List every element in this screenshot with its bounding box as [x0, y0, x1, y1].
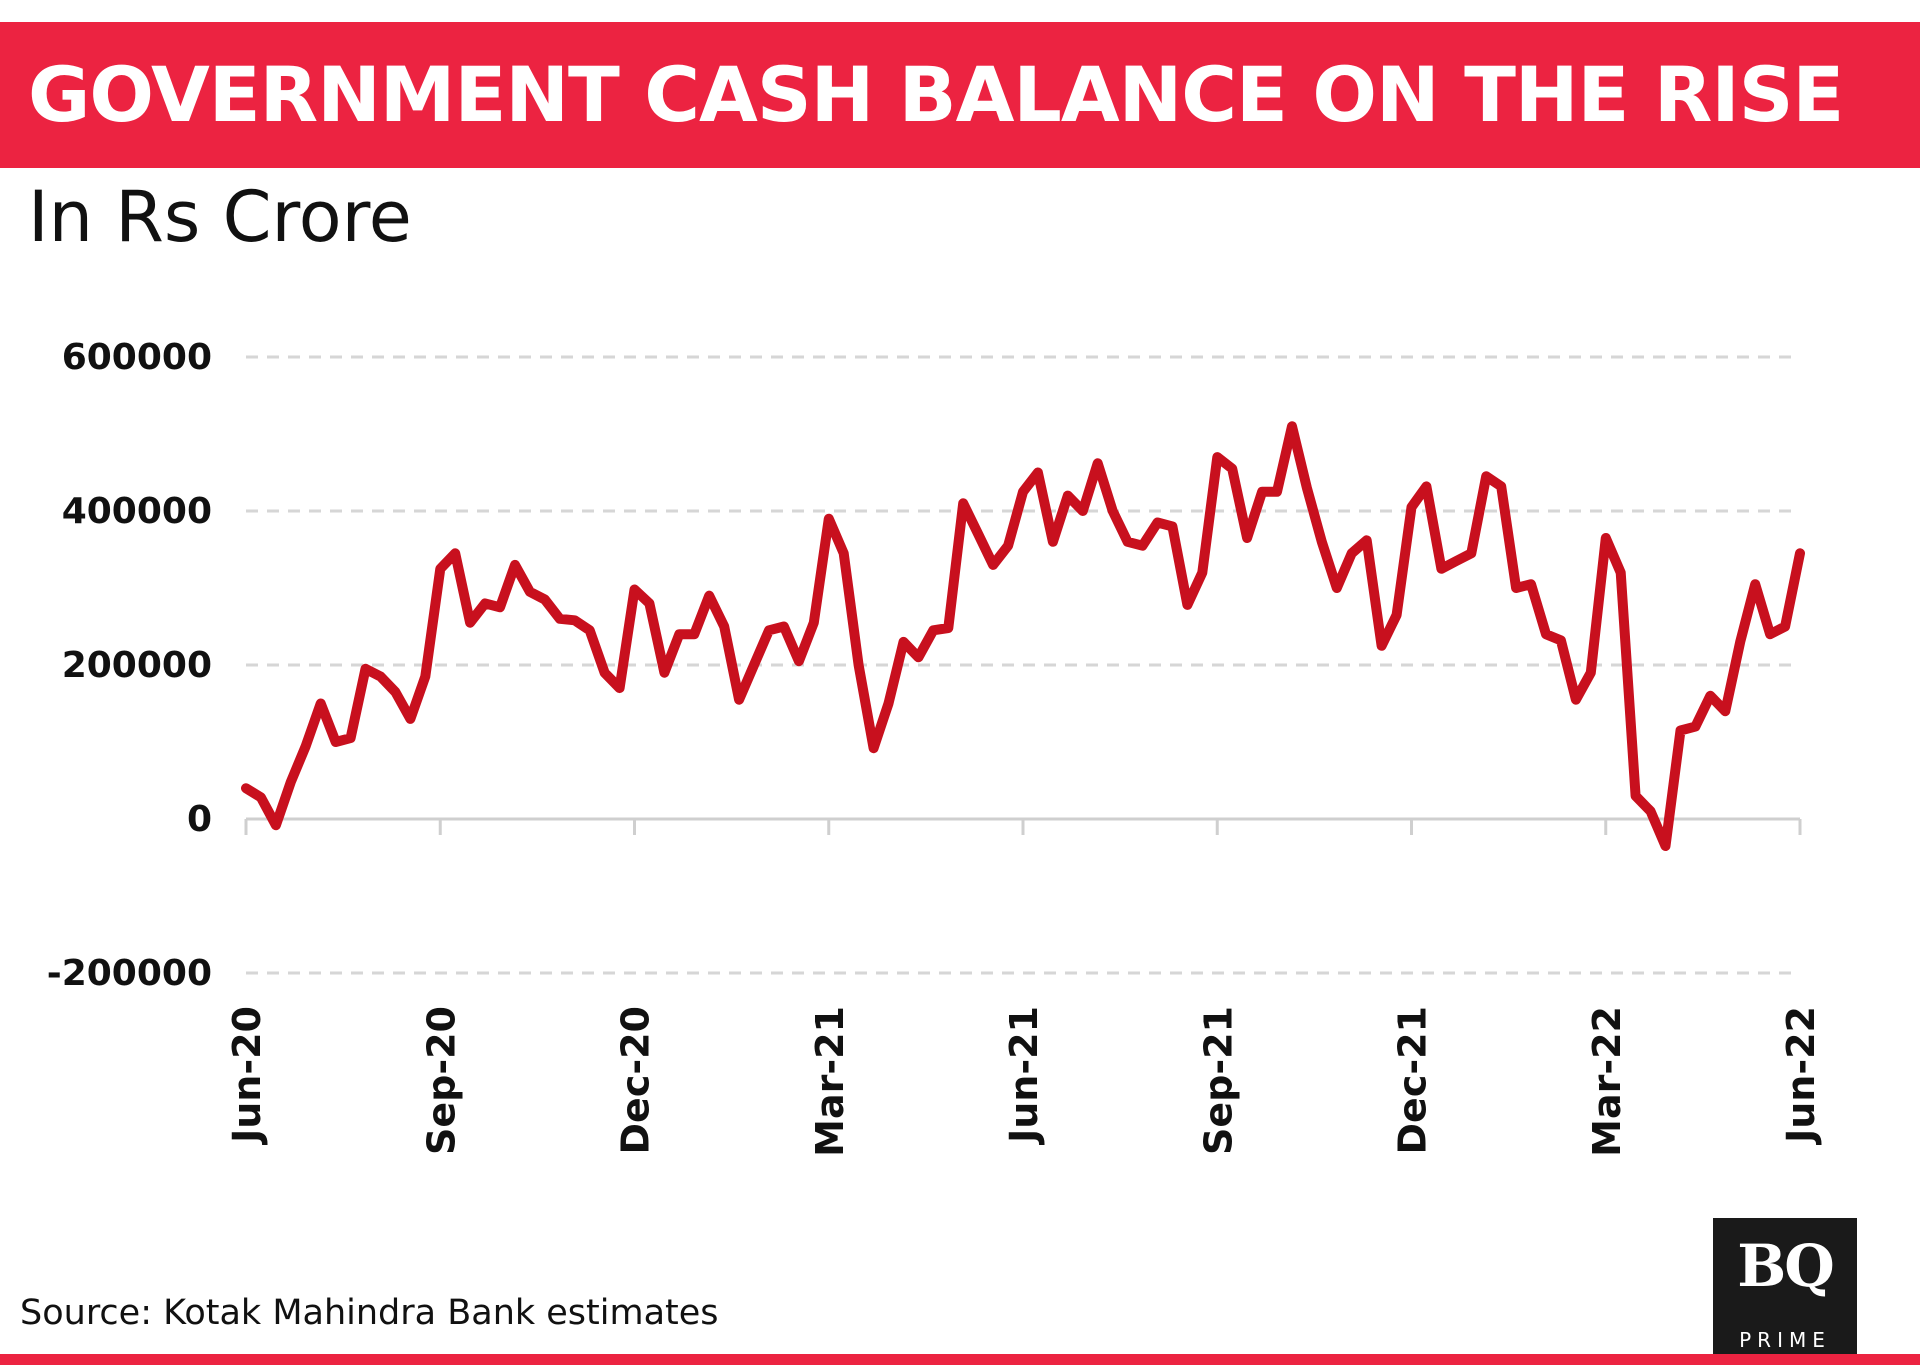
- x-tick-label: Jun-21: [1002, 1006, 1046, 1146]
- x-tick-label: Jun-20: [225, 1006, 269, 1146]
- x-tick-label: Mar-21: [808, 1006, 852, 1157]
- y-tick-label: 200000: [62, 645, 212, 686]
- logo-mark: BQ: [1737, 1232, 1835, 1300]
- chart-title: GOVERNMENT CASH BALANCE ON THE RISE: [28, 50, 1844, 139]
- x-tick-label: Sep-21: [1196, 1006, 1240, 1155]
- bq-prime-logo: BQ PRIME: [1713, 1218, 1857, 1365]
- y-axis-ticks: 600000 400000 200000 0 -200000: [47, 337, 212, 994]
- x-axis: [244, 817, 1802, 835]
- source-note: Source: Kotak Mahindra Bank estimates: [20, 1293, 719, 1333]
- x-tick-label: Dec-20: [614, 1006, 658, 1155]
- chart-subtitle: In Rs Crore: [28, 176, 412, 258]
- title-bar: [0, 22, 1920, 168]
- y-tick-label: 0: [187, 799, 212, 840]
- bottom-bar: [0, 1354, 1920, 1365]
- y-tick-label: 400000: [62, 491, 212, 532]
- logo-word: PRIME: [1739, 1328, 1831, 1352]
- y-tick-label: -200000: [47, 953, 212, 994]
- x-tick-label: Dec-21: [1391, 1006, 1435, 1155]
- series-layer: [241, 421, 1805, 851]
- series-line-cash-balance: [241, 421, 1805, 851]
- x-tick-label: Mar-22: [1585, 1006, 1629, 1157]
- x-tick-label: Sep-20: [419, 1006, 463, 1155]
- x-tick-label: Jun-22: [1779, 1006, 1823, 1146]
- y-tick-label: 600000: [62, 337, 212, 378]
- gridlines: [246, 355, 1800, 975]
- x-axis-ticks: Jun-20 Sep-20 Dec-20 Mar-21 Jun-21 Sep-21 Dec-…: [225, 1006, 1823, 1157]
